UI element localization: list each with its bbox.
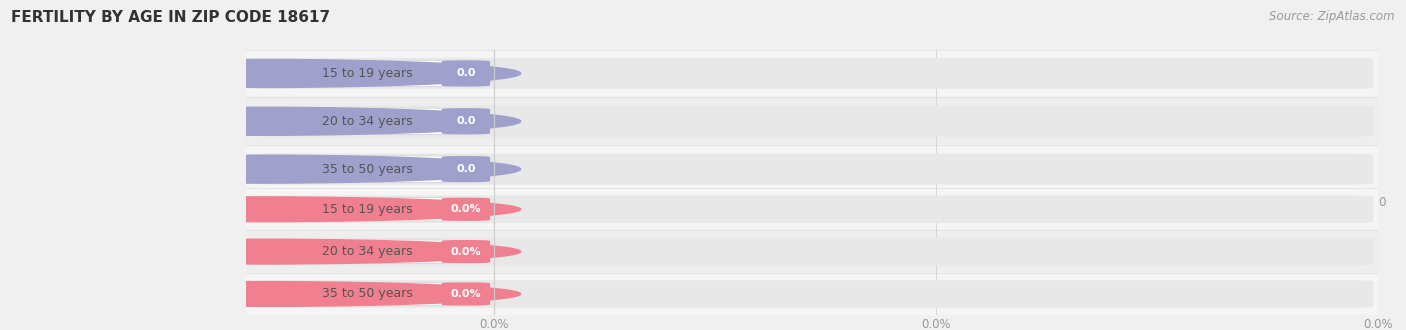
FancyBboxPatch shape [441, 156, 491, 182]
Text: 0.0%: 0.0% [450, 247, 481, 257]
FancyBboxPatch shape [281, 156, 454, 182]
Bar [246, 273, 1378, 315]
FancyBboxPatch shape [250, 195, 1374, 223]
Text: 20 to 34 years: 20 to 34 years [322, 245, 413, 258]
Text: 0.0: 0.0 [456, 116, 475, 126]
FancyBboxPatch shape [250, 153, 1374, 185]
Text: 15 to 19 years: 15 to 19 years [322, 67, 413, 80]
Text: 0.0: 0.0 [456, 164, 475, 174]
Text: 0.0: 0.0 [456, 68, 475, 79]
FancyBboxPatch shape [281, 282, 454, 306]
Bar [246, 230, 1378, 273]
FancyBboxPatch shape [281, 240, 454, 263]
Text: 0.0%: 0.0% [450, 204, 481, 214]
FancyBboxPatch shape [250, 238, 1374, 265]
FancyBboxPatch shape [441, 108, 491, 134]
Bar [246, 97, 1378, 145]
Text: 0.0%: 0.0% [450, 289, 481, 299]
Circle shape [3, 59, 520, 87]
Text: 20 to 34 years: 20 to 34 years [322, 115, 413, 128]
FancyBboxPatch shape [281, 108, 454, 134]
Circle shape [3, 239, 520, 264]
FancyBboxPatch shape [441, 60, 491, 86]
Circle shape [3, 107, 520, 135]
FancyBboxPatch shape [250, 58, 1374, 89]
Text: 35 to 50 years: 35 to 50 years [322, 287, 413, 301]
Circle shape [3, 281, 520, 306]
Bar [246, 188, 1378, 230]
FancyBboxPatch shape [281, 198, 454, 221]
Bar [246, 50, 1378, 97]
FancyBboxPatch shape [441, 198, 491, 221]
FancyBboxPatch shape [441, 282, 491, 306]
Text: FERTILITY BY AGE IN ZIP CODE 18617: FERTILITY BY AGE IN ZIP CODE 18617 [11, 10, 330, 25]
Text: 15 to 19 years: 15 to 19 years [322, 203, 413, 216]
Bar [246, 145, 1378, 193]
Circle shape [3, 197, 520, 222]
FancyBboxPatch shape [250, 280, 1374, 308]
FancyBboxPatch shape [250, 106, 1374, 137]
FancyBboxPatch shape [281, 60, 454, 86]
FancyBboxPatch shape [441, 240, 491, 263]
Circle shape [3, 155, 520, 183]
Text: 35 to 50 years: 35 to 50 years [322, 163, 413, 176]
Text: Source: ZipAtlas.com: Source: ZipAtlas.com [1270, 10, 1395, 23]
